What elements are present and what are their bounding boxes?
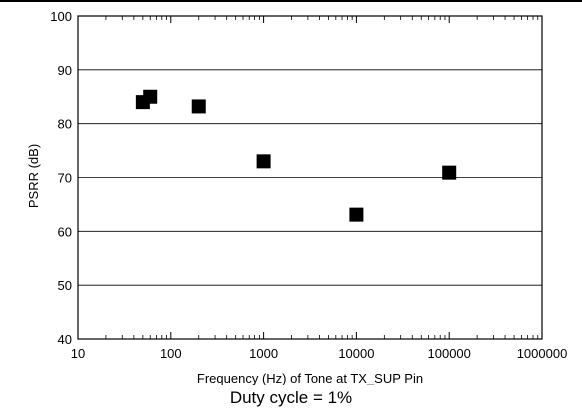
data-point [191, 99, 206, 114]
y-axis-label: PSRR (dB) [26, 144, 41, 208]
data-point [349, 207, 364, 222]
y-tick-label: 100 [50, 9, 72, 24]
data-point [143, 89, 158, 104]
x-tick-label: 1000000 [517, 346, 568, 361]
x-tick-label: 10 [71, 346, 85, 361]
y-tick-label: 40 [58, 332, 72, 347]
top-rule [0, 0, 582, 2]
x-tick-label: 100000 [428, 346, 471, 361]
gridlines [78, 69, 542, 286]
data-points [135, 89, 457, 222]
x-tick-labels: 10 100 1000 10000 100000 1000000 [71, 346, 568, 361]
y-tick-label: 50 [58, 278, 72, 293]
x-axis-label: Frequency (Hz) of Tone at TX_SUP Pin [197, 371, 423, 385]
plot-frame [77, 15, 543, 340]
psrr-scatter-chart: 10 100 1000 10000 100000 1000000 40 50 60 70 80 90… [26, 9, 568, 385]
y-tick-labels: 40 50 60 70 80 90 100 [50, 9, 72, 347]
x-tick-label: 1000 [249, 346, 278, 361]
data-point [256, 154, 271, 169]
chart-caption: Duty cycle = 1% [229, 388, 353, 407]
data-point [442, 165, 457, 180]
x-tick-label: 100 [160, 346, 182, 361]
x-tick-label: 10000 [338, 346, 374, 361]
y-tick-label: 60 [58, 224, 72, 239]
y-tick-label: 80 [58, 117, 72, 132]
y-tick-label: 70 [58, 171, 72, 186]
y-tick-label: 90 [58, 63, 72, 78]
minor-ticks [77, 16, 543, 339]
